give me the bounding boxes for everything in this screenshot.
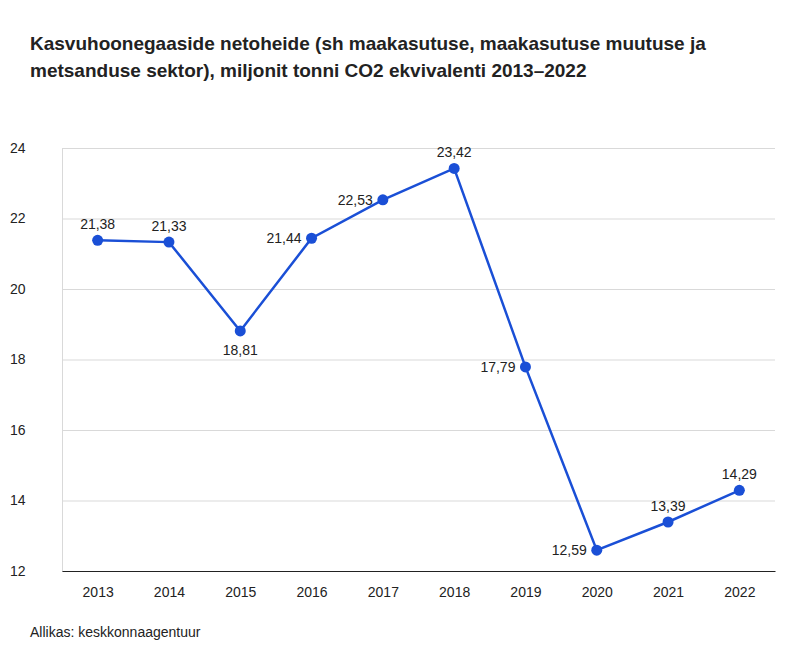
x-tick-label: 2014 (154, 584, 185, 600)
data-labels: 21,38 21,33 18,81 21,44 22,53 23,42 17,79 12,59… (80, 144, 757, 558)
y-tick-label: 20 (10, 281, 26, 297)
title: Kasvuhoonegaaside netoheide (sh maakasut… (30, 33, 706, 81)
point (449, 163, 460, 174)
data-label: 21,33 (151, 218, 186, 234)
x-tick-label: 2017 (368, 584, 399, 600)
y-tick: 12 (10, 563, 775, 579)
y-tick: 24 (10, 140, 775, 156)
x-tick-label: 2015 (225, 584, 256, 600)
y-axis-line (63, 149, 776, 572)
y-tick: 20 (10, 281, 775, 297)
x-tick: 2020 (582, 571, 613, 600)
data-label: 18,81 (223, 342, 258, 358)
x-tick: 2013 (83, 571, 114, 600)
source: Allikas: keskkonnaagentuur (30, 624, 201, 640)
x-axis: 2013 2014 2015 2016 2017 2018 2019 2020 2021 2022 (63, 571, 776, 600)
y-tick: 16 (10, 422, 775, 438)
data-label: 12,59 (552, 542, 587, 558)
grid-line (62, 289, 775, 290)
x-tick-label: 2013 (83, 584, 114, 600)
point (591, 545, 602, 556)
data-label: 21,38 (80, 216, 115, 232)
x-tick: 2022 (724, 571, 755, 600)
data-label: 17,79 (480, 359, 515, 375)
x-tick-label: 2016 (296, 584, 327, 600)
y-tick-label: 14 (10, 492, 26, 508)
grid-line (62, 430, 775, 431)
x-tick-label: 2019 (510, 584, 541, 600)
data-label: 13,39 (651, 498, 686, 514)
point (377, 194, 388, 205)
y-tick-label: 16 (10, 422, 26, 438)
point (306, 233, 317, 244)
x-tick: 2018 (439, 571, 470, 600)
point (92, 235, 103, 246)
grid-line (62, 571, 775, 572)
x-tick-label: 2020 (582, 584, 613, 600)
y-tick-label: 22 (10, 210, 26, 226)
series (92, 163, 745, 556)
y-axis: 12 14 16 18 20 22 24 (10, 140, 775, 579)
line (98, 168, 740, 550)
grid-line (62, 148, 775, 149)
point (734, 485, 745, 496)
y-tick-label: 24 (10, 140, 26, 156)
x-tick-label: 2021 (653, 584, 684, 600)
x-tick-label: 2022 (724, 584, 755, 600)
point (163, 237, 174, 248)
point (663, 517, 674, 528)
plot: 1214161820222420132014201520162017201820… (10, 140, 776, 600)
x-tick-label: 2018 (439, 584, 470, 600)
y-tick: 18 (10, 351, 775, 367)
y-tick-label: 18 (10, 351, 26, 367)
data-label: 23,42 (437, 144, 472, 160)
x-tick: 2016 (296, 571, 327, 600)
x-tick: 2021 (653, 571, 684, 600)
grid-line (62, 360, 775, 361)
data-label: 21,44 (267, 230, 302, 246)
data-label: 22,53 (338, 192, 373, 208)
y-tick-label: 12 (10, 563, 26, 579)
point (235, 325, 246, 336)
y-tick: 22 (10, 210, 775, 226)
point (520, 361, 531, 372)
x-axis-line (63, 571, 776, 572)
x-tick: 2017 (368, 571, 399, 600)
x-tick: 2019 (510, 571, 541, 600)
data-label: 14,29 (722, 466, 757, 482)
x-tick: 2015 (225, 571, 256, 600)
chart: Kasvuhoonegaaside netoheide (sh maakasut… (0, 0, 800, 667)
x-tick: 2014 (154, 571, 185, 600)
